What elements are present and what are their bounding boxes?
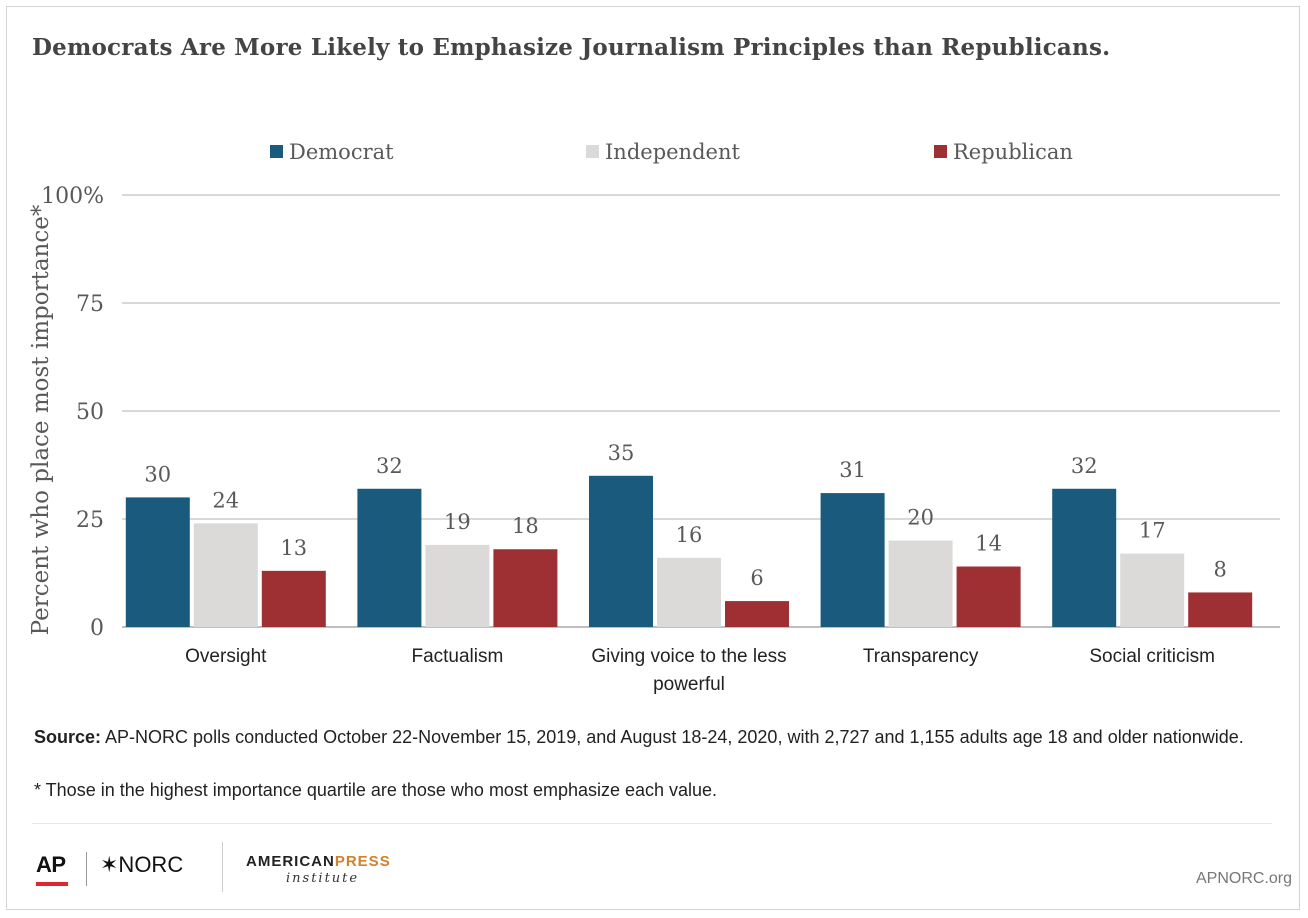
x-tick-label: powerful — [653, 674, 725, 695]
data-label: 31 — [839, 458, 866, 482]
data-label: 16 — [676, 523, 703, 547]
x-tick-label: Oversight — [185, 646, 267, 667]
bar — [1120, 553, 1185, 627]
y-axis-title: Percent who place most importance* — [28, 204, 54, 635]
source-text: AP-NORC polls conducted October 22-Novem… — [101, 727, 1244, 747]
data-label: 35 — [608, 441, 635, 465]
data-label: 17 — [1139, 519, 1166, 543]
y-tick-label: 50 — [76, 400, 104, 425]
api-logo: AMERICANPRESS — [246, 853, 391, 870]
bar — [888, 540, 953, 627]
data-label: 20 — [907, 506, 934, 530]
bar — [956, 566, 1021, 627]
data-label: 18 — [512, 514, 539, 538]
legend-label: Republican — [953, 140, 1073, 164]
api-logo-press: PRESS — [334, 853, 391, 870]
bar-chart: 0 25 50 75 100%Percent who place most import… — [28, 140, 1280, 695]
site-link: APNORC.org — [1195, 870, 1292, 887]
bar — [425, 544, 490, 627]
data-label: 8 — [1214, 557, 1227, 581]
source-label: Source: — [34, 727, 102, 747]
legend-label: Independent — [605, 140, 740, 164]
data-label: 19 — [444, 510, 471, 534]
bar — [589, 475, 653, 627]
data-label: 24 — [212, 488, 239, 512]
x-tick-label: Social criticism — [1089, 646, 1215, 667]
bar — [820, 493, 885, 627]
legend-swatch — [270, 145, 283, 158]
data-label: 13 — [280, 536, 307, 560]
bar — [657, 557, 721, 627]
data-label: 30 — [144, 462, 171, 486]
legend-swatch — [586, 145, 599, 158]
api-logo-american: AMERICAN — [246, 853, 335, 870]
ap-logo: AP — [36, 852, 66, 877]
legend-label: Democrat — [289, 140, 394, 164]
bar — [1188, 592, 1253, 627]
bar — [725, 601, 789, 627]
data-label: 6 — [750, 566, 763, 590]
data-label: 32 — [376, 454, 403, 478]
data-label: 32 — [1071, 454, 1098, 478]
y-tick-label: 100% — [41, 184, 104, 209]
footer-divider — [32, 823, 1272, 824]
data-label: 14 — [975, 532, 1002, 556]
ap-logo-bar — [36, 882, 68, 886]
footnote: * Those in the highest importance quarti… — [34, 780, 718, 800]
x-tick-label: Giving voice to the less — [591, 646, 786, 667]
y-tick-label: 25 — [76, 508, 104, 533]
source-note: Source: AP-NORC polls conducted October … — [34, 725, 1284, 749]
api-logo-institute: institute — [286, 871, 360, 886]
bar — [193, 523, 258, 627]
y-tick-label: 0 — [90, 616, 104, 641]
x-tick-label: Transparency — [863, 646, 979, 667]
chart-frame — [6, 6, 1300, 910]
chart-title: Democrats Are More Likely to Emphasize J… — [32, 34, 1111, 61]
norc-logo: ✶NORC — [100, 852, 184, 877]
legend-swatch — [934, 145, 947, 158]
logo-separator — [86, 852, 87, 886]
x-tick-label: Factualism — [411, 646, 503, 667]
logo-separator — [222, 842, 223, 892]
y-tick-label: 75 — [76, 292, 104, 317]
bar — [1052, 488, 1117, 627]
bar — [261, 570, 326, 627]
bar — [125, 497, 190, 627]
bar — [357, 488, 422, 627]
bar — [493, 549, 558, 627]
